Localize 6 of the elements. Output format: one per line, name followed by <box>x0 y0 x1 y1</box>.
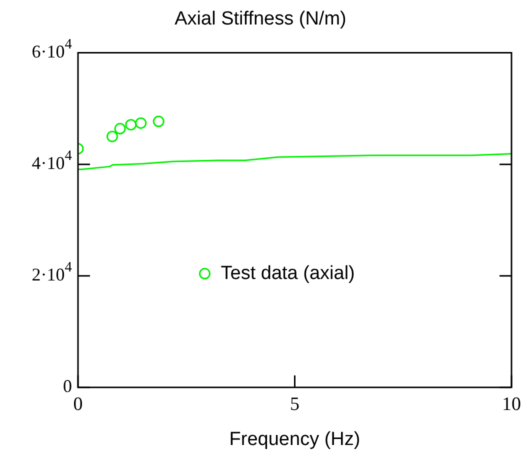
y-tick-label: 0 <box>63 376 72 396</box>
x-tick-label: 5 <box>290 394 300 415</box>
x-tick-label: 10 <box>502 394 521 415</box>
legend-label: Test data (axial) <box>220 262 355 284</box>
chart-title: Axial Stiffness (N/m) <box>174 8 346 30</box>
x-axis-title: Frequency (Hz) <box>229 428 360 450</box>
